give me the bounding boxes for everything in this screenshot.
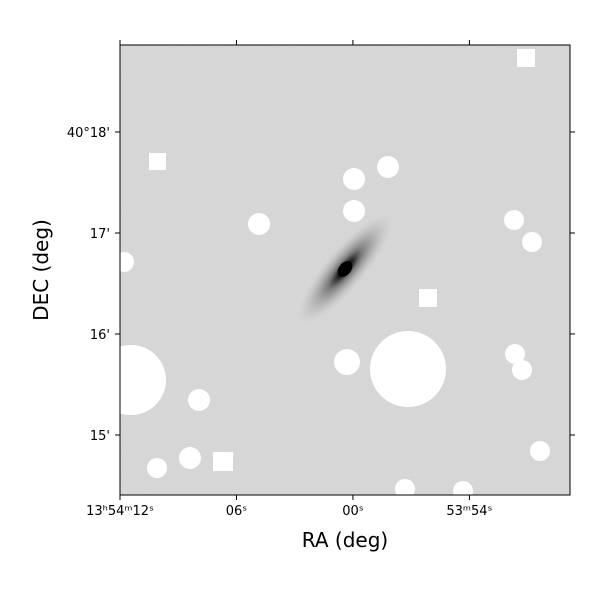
masks: [120, 49, 550, 495]
x-tick-label: 00ˢ: [342, 504, 364, 519]
y-tick-label: 15': [90, 429, 110, 444]
x-axis-label: RA (deg): [302, 528, 388, 552]
y-tick-label: 40°18': [67, 126, 110, 141]
x-tick-label: 53ᵐ54ˢ: [446, 504, 492, 519]
x-tick-label: 13ʰ54ᵐ12ˢ: [86, 504, 154, 519]
y-tick-label: 17': [90, 227, 110, 242]
x-tick-label: 06ˢ: [226, 504, 248, 519]
y-axis-label: DEC (deg): [29, 219, 53, 321]
sky-image: [120, 45, 570, 495]
y-tick-label: 16': [90, 328, 110, 343]
plot-frame: [119, 44, 571, 496]
